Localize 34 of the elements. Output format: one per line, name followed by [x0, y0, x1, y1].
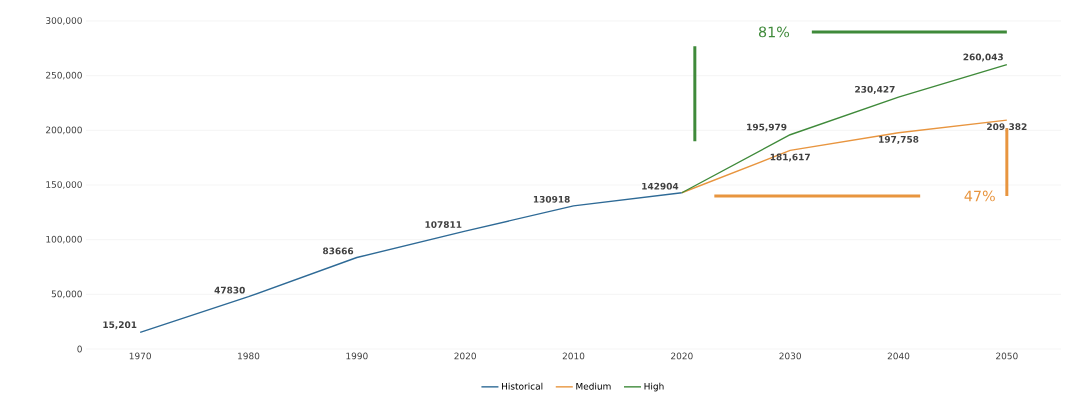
x-tick-label: 2010 — [562, 352, 585, 360]
y-tick-label: 100,000 — [46, 235, 82, 244]
data-label: 181,617 — [770, 153, 810, 162]
data-label: 47830 — [214, 286, 245, 294]
data-label: 197,758 — [879, 135, 919, 144]
annotation: 81% — [758, 26, 790, 38]
x-tick-label: 2040 — [887, 352, 910, 360]
data-label: 15,201 — [103, 321, 137, 330]
y-tick-label: 150,000 — [46, 181, 82, 189]
data-label: 209,382 — [987, 123, 1027, 132]
legend-label: High — [644, 382, 664, 392]
x-tick-label: 1990 — [346, 352, 368, 360]
line-series — [139, 192, 683, 334]
x-tick-label: 1980 — [238, 352, 260, 360]
data-label: 130918 — [533, 195, 570, 203]
data-label: 142904 — [642, 182, 679, 190]
y-tick-label: 250,000 — [46, 71, 82, 80]
y-tick-label: 300,000 — [46, 17, 82, 25]
x-tick-label: 2050 — [996, 352, 1018, 360]
annotation: 47% — [964, 190, 995, 202]
x-tick-label: 2030 — [779, 352, 801, 360]
y-tick-label: 0 — [77, 345, 82, 353]
data-label: 83666 — [323, 247, 354, 255]
data-label: 260,043 — [963, 53, 1003, 62]
data-label: 230,427 — [855, 85, 895, 94]
y-tick-label: 200,000 — [46, 126, 82, 135]
x-tick-label: 2020 — [671, 352, 693, 360]
data-label: 107811 — [425, 221, 462, 228]
y-tick-label: 50,000 — [51, 290, 82, 299]
x-tick-label: 2020 — [454, 352, 476, 360]
data-label: 195,979 — [747, 123, 787, 132]
x-tick-label: 1970 — [129, 352, 151, 360]
legend-label: Historical — [502, 382, 543, 390]
legend-label: Medium — [576, 382, 611, 390]
